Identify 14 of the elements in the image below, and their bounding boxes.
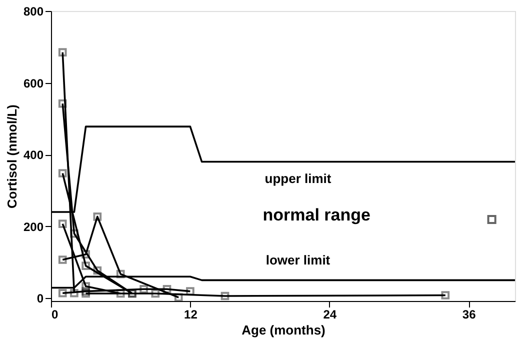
x-tick-label: 36 — [462, 308, 476, 322]
x-tick-label: 24 — [323, 308, 337, 322]
y-tick-label: 800 — [23, 4, 44, 18]
y-tick-label: 400 — [23, 148, 44, 162]
x-tick-label: 12 — [184, 308, 198, 322]
y-axis-title: Cortisol (nmol/L) — [4, 104, 20, 208]
x-axis-title: Age (months) — [242, 322, 326, 338]
annotation: normal range — [262, 205, 370, 224]
annotation: lower limit — [266, 252, 331, 268]
y-tick-label: 0 — [36, 292, 44, 306]
y-tick-label: 600 — [23, 76, 44, 90]
annotation: upper limit — [264, 170, 332, 186]
y-tick-label: 200 — [23, 220, 44, 234]
x-tick-label: 0 — [52, 308, 58, 322]
